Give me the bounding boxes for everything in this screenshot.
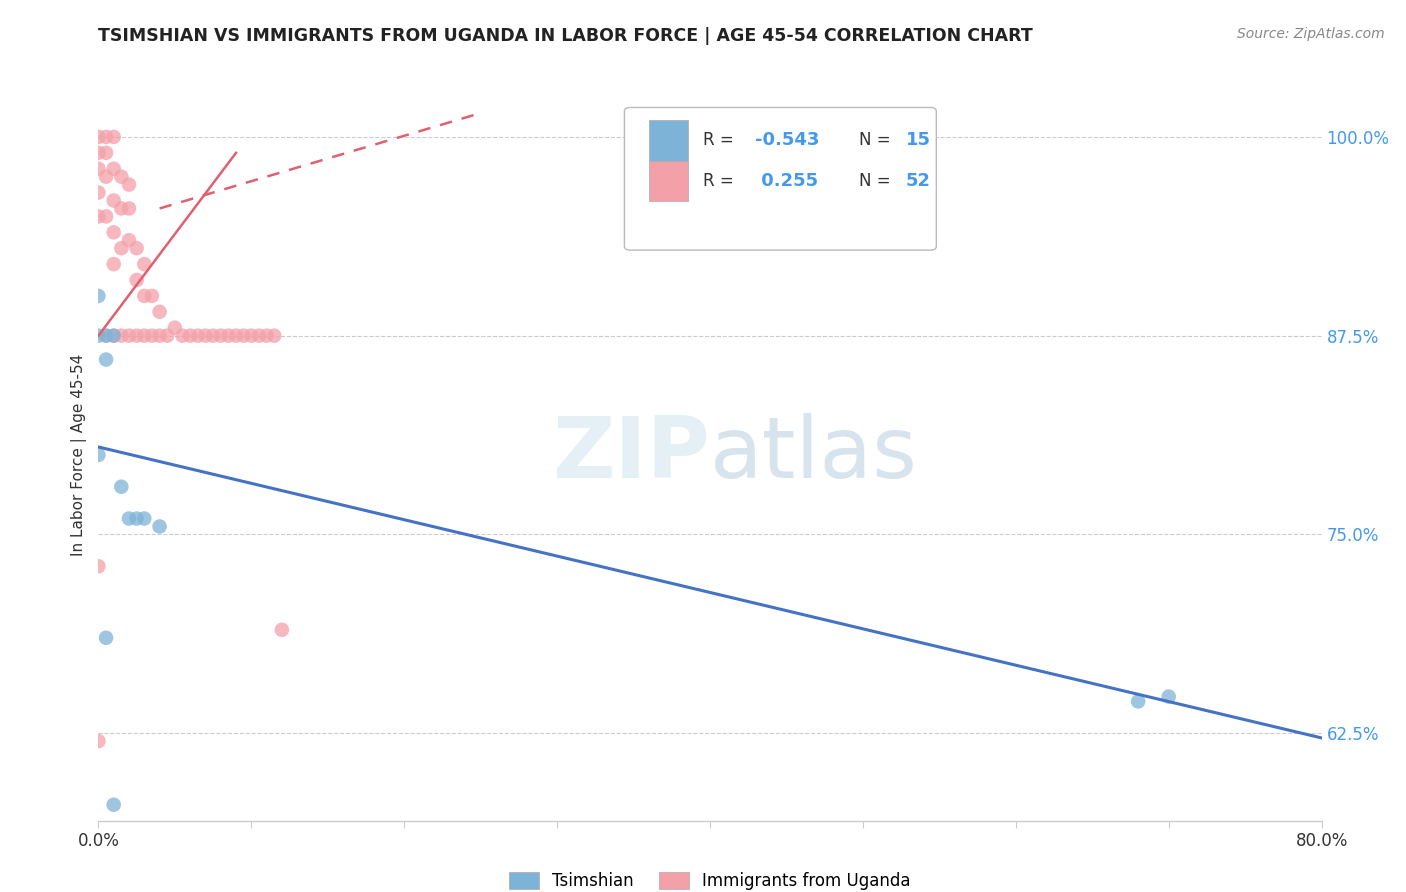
Point: [94, 210, 117, 224]
Text: 15: 15: [905, 131, 931, 149]
Text: R =: R =: [703, 171, 738, 190]
Point: [134, 328, 156, 343]
Point: [1128, 694, 1150, 708]
Point: [87, 129, 110, 144]
Point: [187, 328, 209, 343]
Point: [87, 734, 110, 748]
Bar: [648, 161, 688, 201]
Text: atlas: atlas: [710, 413, 918, 497]
Point: [270, 623, 292, 637]
Y-axis label: In Labor Force | Age 45-54: In Labor Force | Age 45-54: [72, 354, 87, 556]
Point: [103, 161, 125, 176]
Point: [263, 328, 285, 343]
Point: [202, 328, 225, 343]
Point: [141, 289, 163, 303]
Point: [118, 202, 141, 216]
Point: [94, 129, 117, 144]
Point: [103, 225, 125, 239]
Point: [94, 328, 117, 343]
Point: [87, 289, 110, 303]
Text: R =: R =: [703, 131, 738, 149]
Point: [172, 328, 194, 343]
FancyBboxPatch shape: [624, 108, 936, 250]
Point: [118, 511, 141, 525]
Point: [134, 257, 156, 271]
Point: [87, 448, 110, 462]
Point: [94, 145, 117, 160]
Point: [125, 241, 148, 255]
Point: [118, 328, 141, 343]
Point: [125, 511, 148, 525]
Point: [149, 305, 172, 319]
Point: [179, 328, 201, 343]
Point: [103, 328, 125, 343]
Point: [256, 328, 278, 343]
Point: [1157, 690, 1180, 704]
Point: [94, 169, 117, 184]
Point: [134, 289, 156, 303]
Text: N =: N =: [859, 131, 896, 149]
Point: [149, 519, 172, 533]
Point: [87, 210, 110, 224]
Text: TSIMSHIAN VS IMMIGRANTS FROM UGANDA IN LABOR FORCE | AGE 45-54 CORRELATION CHART: TSIMSHIAN VS IMMIGRANTS FROM UGANDA IN L…: [98, 27, 1033, 45]
Point: [103, 194, 125, 208]
Point: [87, 161, 110, 176]
Point: [103, 328, 125, 343]
Point: [225, 328, 247, 343]
Point: [217, 328, 239, 343]
Point: [141, 328, 163, 343]
Point: [247, 328, 270, 343]
Point: [87, 145, 110, 160]
Point: [94, 328, 117, 343]
Point: [94, 352, 117, 367]
Point: [240, 328, 263, 343]
Point: [232, 328, 254, 343]
Point: [125, 273, 148, 287]
Point: [110, 169, 132, 184]
Text: -0.543: -0.543: [755, 131, 820, 149]
Point: [103, 257, 125, 271]
Point: [110, 480, 132, 494]
Point: [87, 328, 110, 343]
Point: [194, 328, 217, 343]
Text: ZIP: ZIP: [553, 413, 710, 497]
Point: [103, 797, 125, 812]
Text: 52: 52: [905, 171, 931, 190]
Bar: [648, 120, 688, 161]
Point: [156, 328, 179, 343]
Legend: Tsimshian, Immigrants from Uganda: Tsimshian, Immigrants from Uganda: [502, 865, 918, 892]
Point: [118, 233, 141, 247]
Point: [125, 328, 148, 343]
Point: [118, 178, 141, 192]
Point: [163, 320, 186, 334]
Point: [209, 328, 232, 343]
Point: [94, 631, 117, 645]
Point: [110, 202, 132, 216]
Text: Source: ZipAtlas.com: Source: ZipAtlas.com: [1237, 27, 1385, 41]
Point: [87, 186, 110, 200]
Point: [149, 328, 172, 343]
Text: 0.255: 0.255: [755, 171, 818, 190]
Point: [103, 129, 125, 144]
Point: [134, 511, 156, 525]
Text: N =: N =: [859, 171, 896, 190]
Point: [110, 241, 132, 255]
Point: [87, 559, 110, 574]
Point: [110, 328, 132, 343]
